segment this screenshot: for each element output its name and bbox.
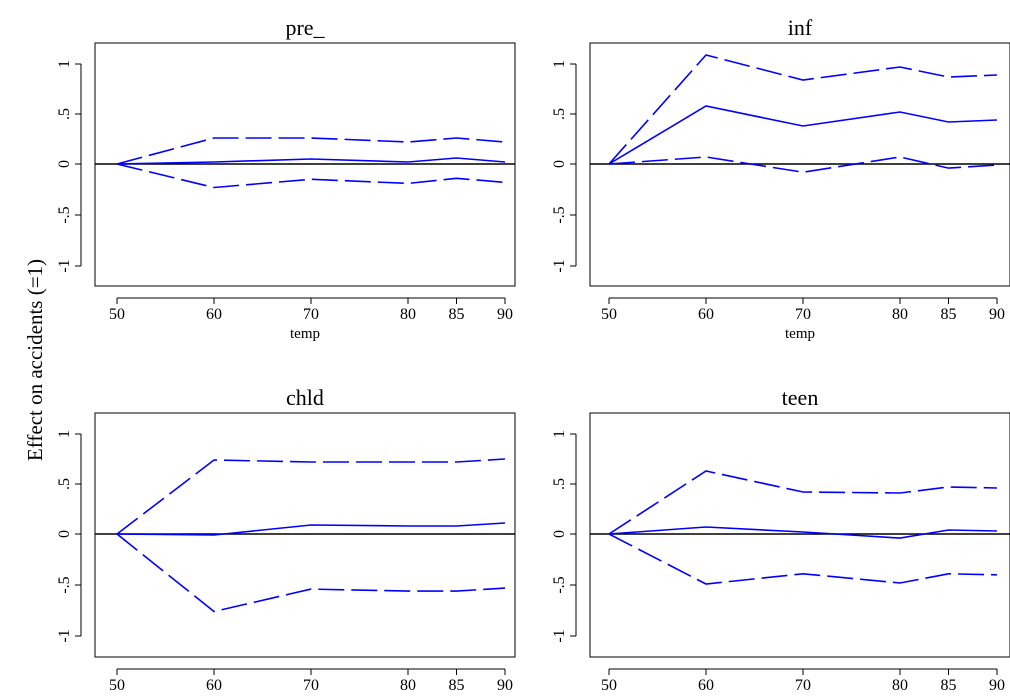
x-tick-label: 60 (206, 677, 222, 694)
x-tick-label: 90 (989, 677, 1005, 694)
panel-title: pre_ (285, 15, 325, 40)
x-tick-label: 90 (497, 677, 513, 694)
y-tick-label: .5 (56, 108, 73, 120)
y-tick-label: -1 (551, 259, 568, 272)
y-tick-label: 1 (56, 430, 73, 438)
series-estimate-line (608, 526, 998, 539)
x-tick-label: 70 (303, 677, 319, 694)
plot-frame (94, 412, 516, 658)
series-upper-line (116, 137, 506, 165)
series-upper-line (608, 470, 998, 535)
y-tick-label: -1 (56, 259, 73, 272)
figure-y-axis-label: Effect on accidents (=1) (23, 259, 47, 461)
series-upper-line (608, 54, 998, 165)
x-tick-label: 85 (941, 306, 957, 323)
x-tick-label: 50 (601, 306, 617, 323)
series-lower-line (116, 163, 506, 189)
x-tick-label: 90 (497, 306, 513, 323)
y-tick-label: 1 (551, 60, 568, 68)
x-tick-label: 80 (892, 677, 908, 694)
y-tick-label: -.5 (551, 206, 568, 223)
y-tick-label: -1 (551, 629, 568, 642)
series-lower-line (608, 533, 998, 585)
panel-inf: inf -1 -.5 0 .5 1 50 60 70 80 85 90 temp (551, 15, 1010, 342)
x-tick-label: 60 (698, 677, 714, 694)
x-tick-label: 85 (941, 677, 957, 694)
x-tick-label: 70 (303, 306, 319, 323)
x-tick-label: 80 (400, 677, 416, 694)
x-tick-label: 85 (449, 677, 465, 694)
series-estimate-line (116, 157, 506, 165)
x-tick-label: 60 (698, 306, 714, 323)
y-tick-label: 0 (56, 160, 73, 168)
x-tick-label: 70 (795, 677, 811, 694)
y-tick-label: .5 (551, 108, 568, 120)
y-tick-label: -.5 (56, 206, 73, 223)
x-axis-label: temp (785, 326, 815, 342)
x-tick-label: 60 (206, 306, 222, 323)
x-tick-label: 50 (601, 677, 617, 694)
x-tick-label: 80 (892, 306, 908, 323)
x-tick-label: 70 (795, 306, 811, 323)
series-upper-line (116, 458, 506, 535)
x-tick-label: 85 (449, 306, 465, 323)
series-lower-line (608, 156, 998, 174)
y-tick-label: 0 (551, 530, 568, 538)
x-tick-label: 80 (400, 306, 416, 323)
panel-title: chld (286, 385, 324, 410)
x-tick-label: 50 (109, 306, 125, 323)
series-lower-line (116, 533, 506, 613)
panel-pre: pre_ -1 -.5 0 .5 1 50 60 70 80 85 90 temp (56, 15, 516, 342)
y-tick-label: -.5 (56, 576, 73, 593)
panel-title: inf (788, 15, 813, 40)
x-tick-label: 90 (989, 306, 1005, 323)
panel-title: teen (782, 385, 819, 410)
x-axis-label: temp (290, 326, 320, 342)
y-tick-label: 1 (56, 60, 73, 68)
y-tick-label: 0 (551, 160, 568, 168)
plot-frame (589, 412, 1010, 658)
series-estimate-line (608, 105, 998, 165)
y-tick-label: -.5 (551, 576, 568, 593)
panels: pre_ -1 -.5 0 .5 1 50 60 70 80 85 90 temp inf -1 -.5 0 .5… (56, 15, 1010, 698)
y-tick-label: 1 (551, 430, 568, 438)
y-tick-label: 0 (56, 530, 73, 538)
y-tick-label: .5 (551, 478, 568, 490)
series-estimate-line (116, 522, 506, 536)
y-tick-label: -1 (56, 629, 73, 642)
x-tick-label: 50 (109, 677, 125, 694)
y-tick-label: .5 (56, 478, 73, 490)
